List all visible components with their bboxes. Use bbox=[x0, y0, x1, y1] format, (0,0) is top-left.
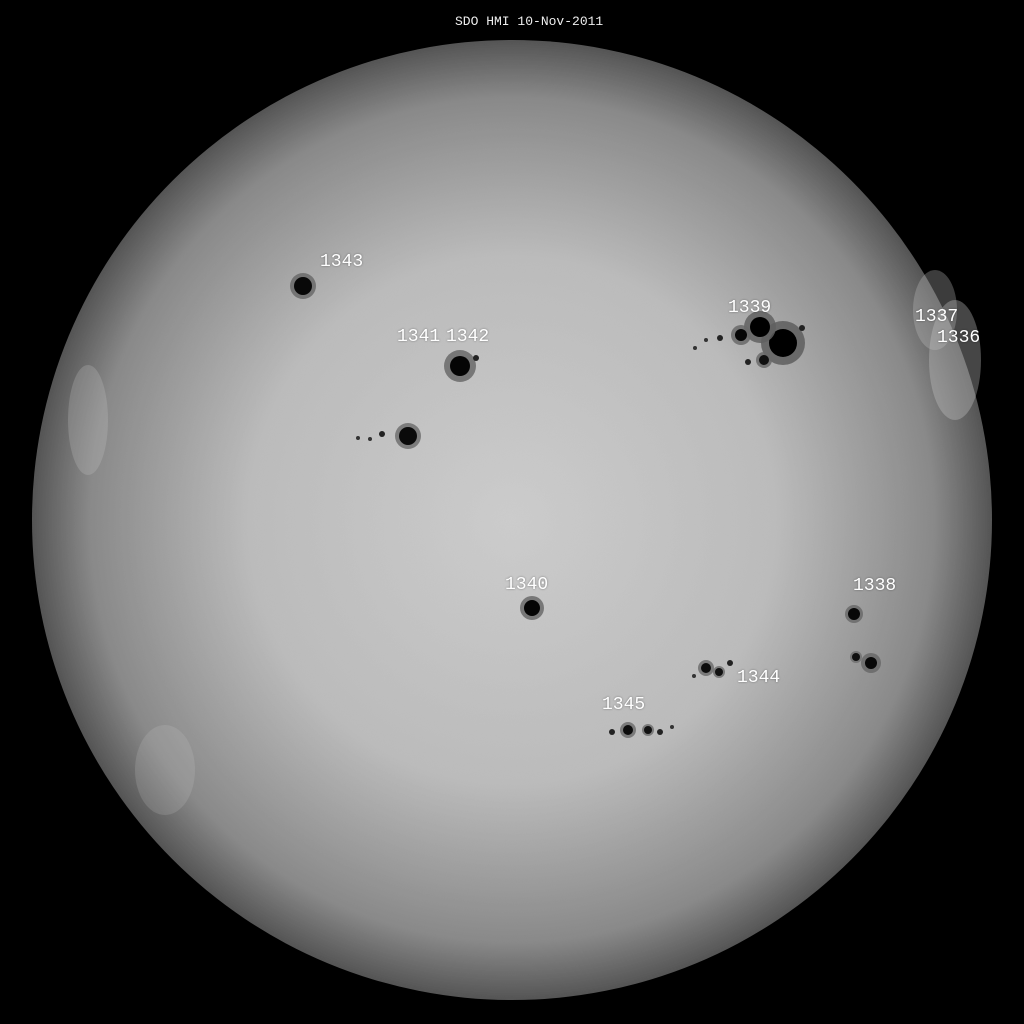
sunspot-label-1344: 1344 bbox=[737, 668, 780, 688]
sunspot-umbra bbox=[294, 277, 312, 295]
sunspot-umbra bbox=[715, 668, 723, 676]
image-title: SDO HMI 10-Nov-2011 bbox=[455, 14, 603, 29]
sunspot-label-1338: 1338 bbox=[853, 576, 896, 596]
sunspot-umbra bbox=[609, 729, 615, 735]
sunspot-umbra bbox=[848, 608, 860, 620]
sunspot-umbra bbox=[379, 431, 385, 437]
sunspot-umbra bbox=[745, 359, 751, 365]
sunspot-label-1341: 1341 bbox=[397, 327, 440, 347]
sunspot-umbra bbox=[368, 437, 372, 441]
sunspot-umbra bbox=[717, 335, 723, 341]
solar-disk-svg bbox=[0, 0, 1024, 1024]
sunspot-label-1337: 1337 bbox=[915, 307, 958, 327]
sunspot-label-1340: 1340 bbox=[505, 575, 548, 595]
faculae-region bbox=[135, 725, 195, 815]
sunspot-umbra bbox=[524, 600, 540, 616]
sunspot-umbra bbox=[750, 317, 770, 337]
sunspot-umbra bbox=[865, 657, 877, 669]
solar-image-stage: SDO HMI 10-Nov-2011 13361337 1338 1339 1340… bbox=[0, 0, 1024, 1024]
sunspot-label-1336: 1336 bbox=[937, 328, 980, 348]
sunspot-label-1339: 1339 bbox=[728, 298, 771, 318]
sunspot-umbra bbox=[799, 325, 805, 331]
sunspot-umbra bbox=[701, 663, 711, 673]
sunspot-umbra bbox=[704, 338, 708, 342]
sunspot-umbra bbox=[356, 436, 360, 440]
sunspot-umbra bbox=[623, 725, 633, 735]
sunspot-umbra bbox=[473, 355, 479, 361]
faculae-region bbox=[68, 365, 108, 475]
sunspot-umbra bbox=[852, 653, 860, 661]
sunspot-umbra bbox=[727, 660, 733, 666]
sunspot-umbra bbox=[759, 355, 769, 365]
sunspot-umbra bbox=[735, 329, 747, 341]
sunspot-label-1345: 1345 bbox=[602, 695, 645, 715]
solar-disk bbox=[32, 40, 992, 1000]
sunspot-umbra bbox=[692, 674, 696, 678]
sunspot-umbra bbox=[450, 356, 470, 376]
sunspot-umbra bbox=[657, 729, 663, 735]
sunspot-umbra bbox=[670, 725, 674, 729]
sunspot-label-1342: 1342 bbox=[446, 327, 489, 347]
sunspot-label-1343: 1343 bbox=[320, 252, 363, 272]
sunspot-umbra bbox=[693, 346, 697, 350]
sunspot-umbra bbox=[399, 427, 417, 445]
sunspot-umbra bbox=[644, 726, 652, 734]
